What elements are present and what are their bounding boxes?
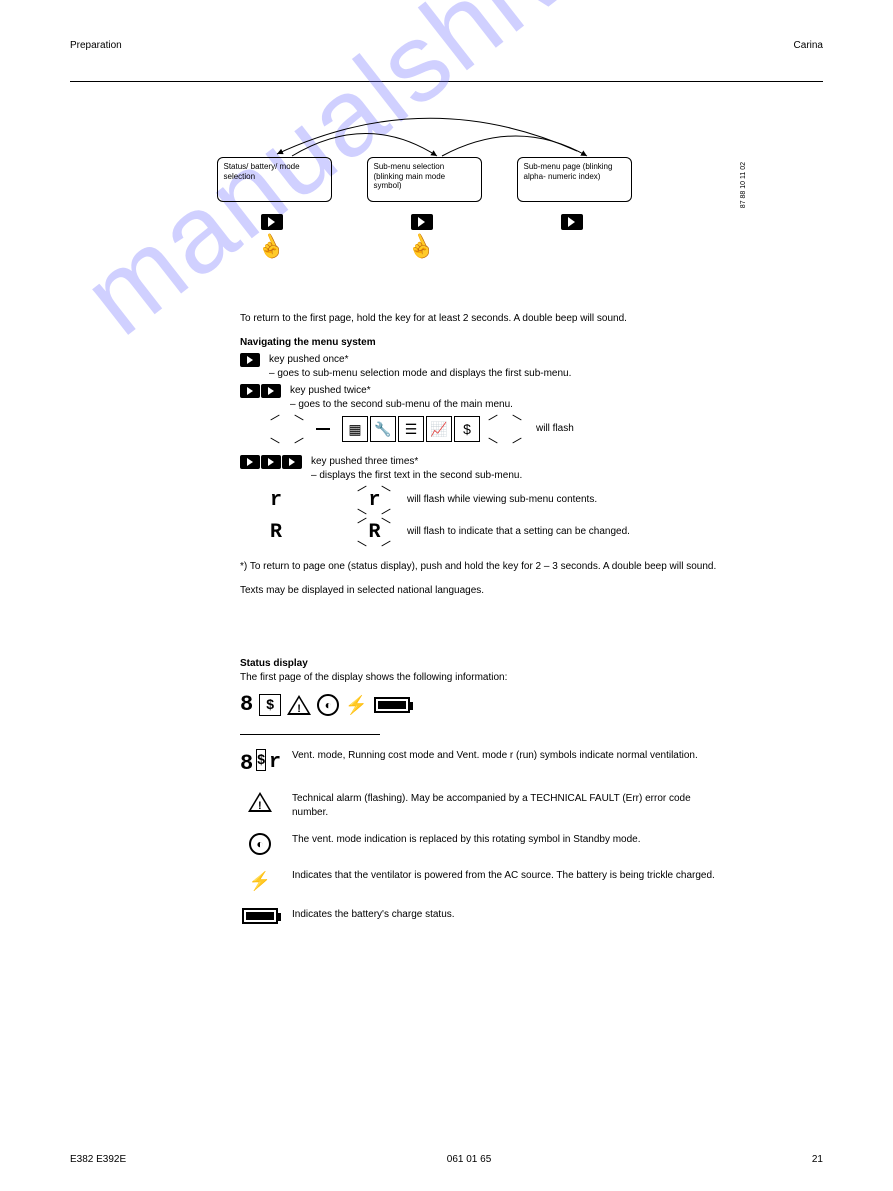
state-box-a: Status/ battery/ mode selection xyxy=(217,157,332,202)
page-footer: E382 E392E 061 01 65 21 xyxy=(70,1154,823,1165)
rays-left xyxy=(270,415,304,443)
status-rule xyxy=(240,734,380,735)
seg-r-caps: R xyxy=(270,519,281,546)
play-icon xyxy=(561,214,583,230)
r-caps-text: will flash to indicate that a setting ca… xyxy=(407,525,630,539)
asterisk-note: *) To return to page one (status display… xyxy=(240,560,720,574)
status-txt-5: Indicates the battery's charge status. xyxy=(292,908,720,922)
status-txt-1: Vent. mode, Running cost mode and Vent. … xyxy=(292,749,720,763)
state-box-c: Sub-menu page (blinking alpha- numeric i… xyxy=(517,157,632,202)
rays-r: r xyxy=(357,486,391,514)
play-icon xyxy=(261,214,283,230)
rays-right xyxy=(488,415,522,443)
rays-r-caps: R xyxy=(357,518,391,546)
status-intro: The first page of the display shows the … xyxy=(240,671,720,685)
dollar-icon: $ xyxy=(259,694,281,716)
battery-icon xyxy=(374,697,410,713)
seg-r-small: r xyxy=(270,487,281,514)
plug-icon: ⚡ xyxy=(345,693,367,717)
play-icon xyxy=(411,214,433,230)
content-body: To return to the first page, hold the ke… xyxy=(240,312,720,924)
lang-note: Texts may be displayed in selected natio… xyxy=(240,584,720,598)
diagram-code: 87 88 10 11 02 xyxy=(741,162,748,208)
footer-right: 21 xyxy=(812,1154,823,1165)
status-heading: Status display xyxy=(240,657,720,671)
doc-icon: ☰ xyxy=(398,416,424,442)
warning-icon: ! xyxy=(287,695,311,715)
standby-icon: ◐ xyxy=(317,694,339,716)
nav-heading: Navigating the menu system xyxy=(240,336,720,350)
seg8-icon: 8 xyxy=(240,690,253,720)
play-thrice-icon xyxy=(240,455,303,469)
chart-icon: 📈 xyxy=(426,416,452,442)
play-thrice-text: key pushed three times* – displays the f… xyxy=(311,455,720,482)
r-small-text: will flash while viewing sub-menu conten… xyxy=(407,493,597,507)
state-diagram: Status/ battery/ mode selection Sub-menu… xyxy=(187,112,707,302)
status-ic-4: ⚡ xyxy=(240,869,280,893)
play-twice-text: key pushed twice* – goes to the second s… xyxy=(290,384,720,411)
status-icon-row: 8 $ ! ◐ ⚡ xyxy=(240,690,720,720)
dash-icon xyxy=(316,428,330,430)
hand-icon: ☝ xyxy=(252,229,288,264)
status-txt-2: Technical alarm (flashing). May be accom… xyxy=(292,792,720,819)
hand-icon: ☝ xyxy=(402,229,438,264)
header-rule xyxy=(70,81,823,82)
submenu-icons: ▦ 🔧 ☰ 📈 $ xyxy=(342,416,480,442)
status-ic-1: 8$r xyxy=(240,749,280,779)
footer-left: E382 E392E xyxy=(70,1154,126,1165)
status-ic-5 xyxy=(240,908,280,924)
status-ic-2: ! xyxy=(240,792,280,812)
dollar-icon: $ xyxy=(454,416,480,442)
wrench-icon: 🔧 xyxy=(370,416,396,442)
para-return: To return to the first page, hold the ke… xyxy=(240,312,720,326)
status-txt-4: Indicates that the ventilator is powered… xyxy=(292,869,720,883)
footer-center: 061 01 65 xyxy=(447,1154,492,1165)
state-box-b: Sub-menu selection (blinking main mode s… xyxy=(367,157,482,202)
status-ic-3: ◐ xyxy=(240,833,280,855)
play-once-icon xyxy=(240,353,261,367)
play-twice-icon xyxy=(240,384,282,398)
flash-text: will flash xyxy=(536,422,574,436)
vent-icon: ▦ xyxy=(342,416,368,442)
header-right: Carina xyxy=(794,40,823,51)
play-once-text: key pushed once* – goes to sub-menu sele… xyxy=(269,353,720,380)
status-txt-3: The vent. mode indication is replaced by… xyxy=(292,833,720,847)
header-left: Preparation xyxy=(70,40,122,51)
